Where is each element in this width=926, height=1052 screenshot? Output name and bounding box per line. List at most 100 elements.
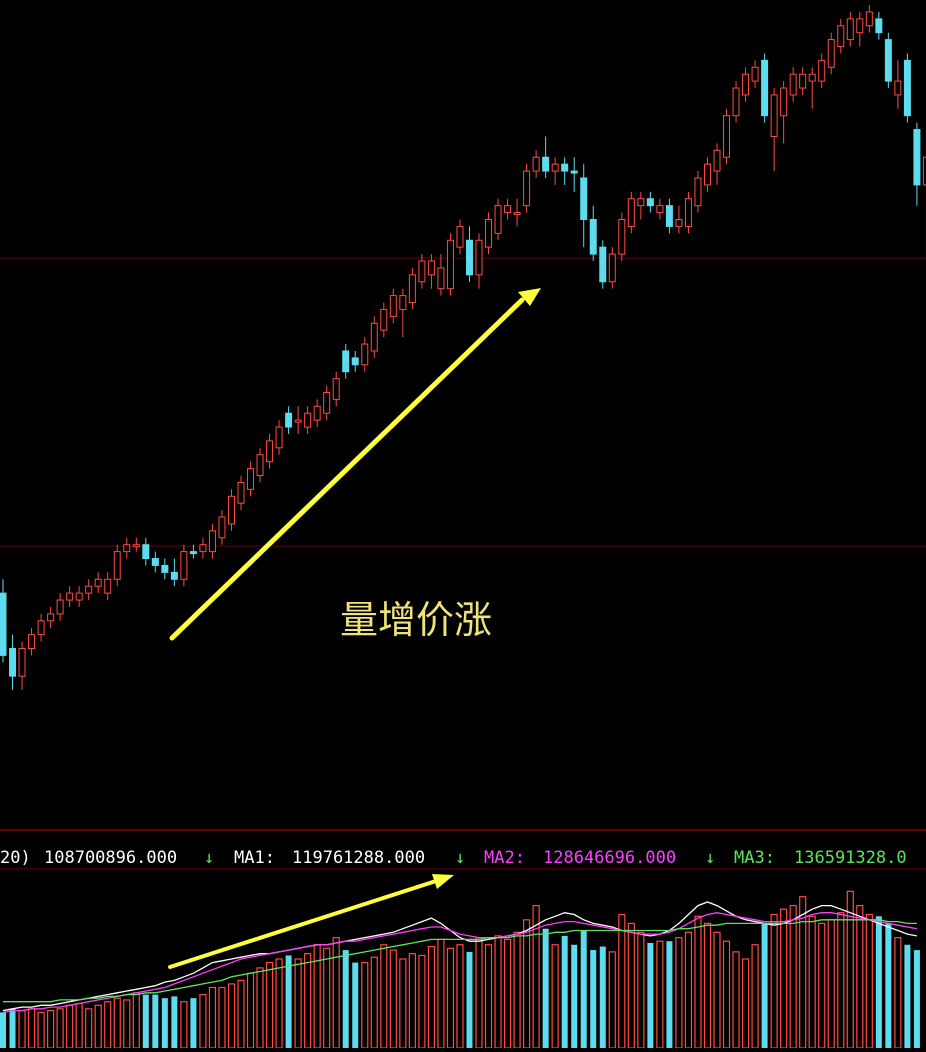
volume-bar [484,944,493,1049]
volume-bar [323,947,331,1049]
candle [199,537,207,559]
volume-bar [722,940,731,1049]
candle [780,81,788,144]
volume-bar [285,955,292,1048]
volume-header: 20) 108700896.000 ↓ MA1: 119761288.000 ↓… [0,848,907,868]
ma1-arrow: ↓ [455,848,465,868]
candle [56,593,64,621]
candle [856,11,864,47]
candle [608,247,616,289]
volume-bar [56,1008,64,1049]
candle-body [818,59,826,82]
candle-body [742,73,750,96]
candle [275,420,283,455]
candle [742,67,750,102]
candle [37,613,45,642]
volume-bar [237,979,245,1049]
volume-bar [94,1004,102,1049]
candle-body [723,115,731,158]
candle-body [370,322,378,352]
candle-body [199,544,207,553]
candle [323,385,331,421]
candle-body [504,205,512,214]
candle-body [475,239,483,276]
volume-bar [561,935,568,1048]
candle [684,191,692,234]
volume-bar [571,944,578,1048]
candle-body [684,198,692,227]
candle [227,489,235,531]
candle [485,212,493,255]
candle-body [208,530,216,553]
candle-body [675,218,683,227]
volume-bar [418,954,426,1049]
candle [408,267,416,310]
candle-body [94,578,102,587]
candle-body [561,163,569,172]
candle-body [351,357,359,366]
candle [599,240,607,289]
volume-bar [361,961,369,1049]
volume-bar [875,916,882,1048]
volume-bar [446,947,455,1049]
candle-body [770,94,778,137]
candle-body [570,170,578,174]
volume-bar [503,938,512,1049]
volume-bar [380,944,388,1049]
candle [370,316,378,358]
candle [28,627,36,656]
candle-body [294,419,302,423]
candle [551,157,559,185]
candle [142,537,150,566]
volume-bar [456,944,464,1049]
volume-bar [161,998,168,1048]
volume-bar [732,951,740,1049]
candle [161,558,169,580]
candle [389,288,397,324]
candle-body [513,212,521,216]
candle-body [123,544,131,553]
candle-body [837,25,845,48]
ma-line-ma3 [3,919,917,1003]
ma2-label: MA2: [484,848,525,868]
candle [180,544,188,587]
candle [837,18,845,54]
candle-body [751,66,759,82]
volume-bar [190,998,197,1048]
candle [113,544,121,587]
candle-body [18,647,26,677]
candle-body [313,405,321,421]
volume-bars-layer [0,890,920,1049]
candle [256,447,264,483]
volume-bar [408,953,416,1049]
candle [656,198,664,220]
vol-value: 108700896.000 [44,848,177,868]
candle-body [713,149,721,172]
candle-body [808,73,816,82]
volume-bar [227,983,236,1049]
candle-body [494,205,502,234]
candle-body [608,253,616,283]
candle [903,53,911,123]
candle [770,88,778,172]
volume-bar [332,937,340,1049]
candle [332,371,340,407]
candle [751,60,759,89]
volume-bar [703,922,712,1049]
volume-bar [294,958,302,1049]
volume-bar [618,913,626,1049]
candle [513,198,521,227]
candle-body [865,11,873,27]
volume-bar [808,915,816,1049]
volume-bar [113,997,121,1049]
candle [75,586,83,607]
ma-line-ma2 [2,912,918,1014]
volume-bar [751,944,759,1049]
volume-bar [370,956,378,1049]
candle-body [485,218,493,248]
candle-body [732,87,740,117]
volume-bar [466,951,473,1048]
candle-body [761,59,769,117]
volume-bar [684,931,693,1049]
candle-body [170,571,178,580]
